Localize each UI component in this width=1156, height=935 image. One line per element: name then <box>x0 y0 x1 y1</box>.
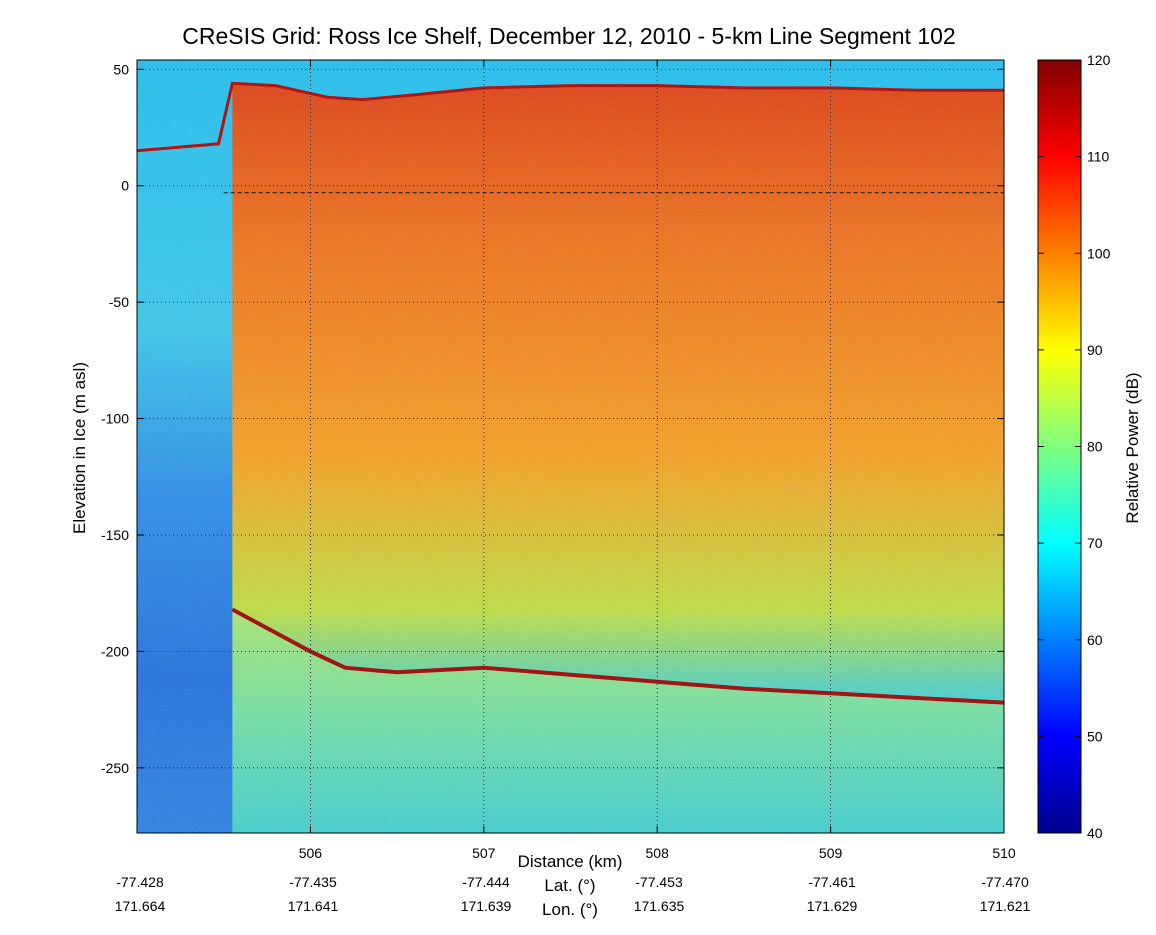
x-tick-label: 510 <box>992 845 1016 861</box>
longitude-value: 171.629 <box>807 898 858 914</box>
y-tick-label: 0 <box>121 178 129 194</box>
x-tick-label: 507 <box>472 845 496 861</box>
colorbar <box>1038 60 1081 833</box>
y-tick-label: -200 <box>101 643 129 659</box>
latitude-label: Lat. (°) <box>544 876 595 895</box>
latitude-value: -77.444 <box>462 874 510 890</box>
colorbar-ticks: 120 110 100 90 80 70 60 50 40 <box>1038 52 1111 841</box>
colorbar-tick-label: 40 <box>1087 825 1103 841</box>
colorbar-tick-label: 120 <box>1087 52 1111 68</box>
longitude-value: 171.664 <box>115 898 166 914</box>
latitude-row: -77.428 -77.435 -77.444 -77.453 -77.461 -77.4… <box>116 874 1029 890</box>
grid-lines <box>137 60 1004 833</box>
latitude-value: -77.461 <box>808 874 856 890</box>
x-axis-label: Distance (km) <box>518 852 623 871</box>
y-tick-label: 50 <box>113 61 129 77</box>
latitude-value: -77.470 <box>981 874 1029 890</box>
chart-title: CReSIS Grid: Ross Ice Shelf, December 12… <box>182 23 955 49</box>
latitude-value: -77.428 <box>116 874 164 890</box>
plot-frame <box>136 59 1005 834</box>
y-tick-label: -250 <box>101 760 129 776</box>
longitude-value: 171.639 <box>461 898 512 914</box>
y-tick-label: -150 <box>101 527 129 543</box>
x-axis: 506 507 508 509 510 <box>299 60 1016 861</box>
x-tick-label: 508 <box>646 845 670 861</box>
y-axis: 50 0 -50 -100 -150 -200 -250 <box>101 61 1004 776</box>
colorbar-tick-label: 110 <box>1087 149 1110 165</box>
longitude-row: 171.664 171.641 171.639 171.635 171.629 171.6… <box>115 898 1031 914</box>
latitude-value: -77.435 <box>289 874 337 890</box>
longitude-value: 171.641 <box>288 898 339 914</box>
longitude-value: 171.621 <box>980 898 1031 914</box>
colorbar-tick-label: 60 <box>1087 632 1103 648</box>
y-tick-label: -50 <box>109 294 129 310</box>
radargram-image <box>137 60 1004 833</box>
colorbar-label: Relative Power (dB) <box>1123 372 1142 523</box>
colorbar-tick-label: 80 <box>1087 439 1103 455</box>
speckle-texture <box>137 60 1004 833</box>
y-tick-label: -100 <box>101 411 129 427</box>
colorbar-tick-label: 50 <box>1087 728 1103 744</box>
colorbar-tick-label: 100 <box>1087 245 1111 261</box>
colorbar-tick-label: 90 <box>1087 342 1103 358</box>
colorbar-tick-label: 70 <box>1087 535 1103 551</box>
latitude-value: -77.453 <box>635 874 683 890</box>
x-tick-label: 509 <box>819 845 843 861</box>
y-axis-label: Elevation in Ice (m asl) <box>70 362 89 534</box>
longitude-value: 171.635 <box>634 898 685 914</box>
x-tick-label: 506 <box>299 845 323 861</box>
longitude-label: Lon. (°) <box>542 900 598 919</box>
